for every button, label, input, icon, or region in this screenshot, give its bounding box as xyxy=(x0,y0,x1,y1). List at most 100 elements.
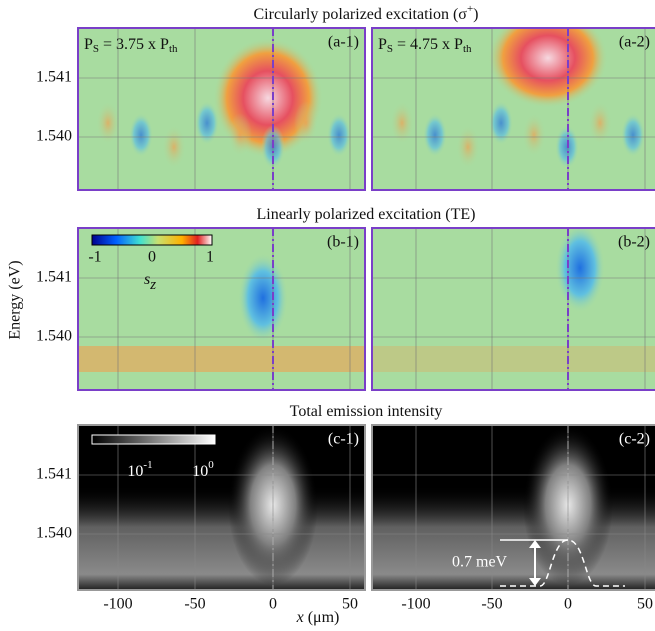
x-tick-label: 0 xyxy=(269,596,277,613)
panel: (b-1) xyxy=(77,227,366,391)
fringe-band xyxy=(372,346,655,372)
spot xyxy=(555,228,605,313)
y-tick-label: 1.541 xyxy=(36,269,72,286)
x-label: x (μm) xyxy=(296,609,340,626)
panel-image xyxy=(372,228,655,390)
x-tick-label: -100 xyxy=(401,596,430,613)
colorbar-tick: 10-1 xyxy=(127,459,152,480)
sub: th xyxy=(463,43,472,55)
colorbar-label: sz xyxy=(144,271,156,294)
panel: (b-2) xyxy=(371,227,655,391)
row-title-end: ) xyxy=(473,6,478,23)
spot xyxy=(238,253,288,343)
panel-label: (c-2) xyxy=(619,431,650,448)
fringe xyxy=(489,101,513,145)
panel-bg xyxy=(372,228,655,390)
spot xyxy=(488,28,608,108)
x-tick-label: -50 xyxy=(481,596,502,613)
x-tick-label: 50 xyxy=(342,596,358,613)
fringe xyxy=(96,101,120,145)
colorbar-tick: 0 xyxy=(148,249,156,266)
potential-curve xyxy=(500,539,625,587)
y-label: Energy (eV) xyxy=(7,260,24,339)
sub: S xyxy=(387,43,393,55)
panel-label: (a-1) xyxy=(328,34,359,51)
sub: S xyxy=(93,43,99,55)
fringe xyxy=(294,101,318,145)
x-tick-label: 50 xyxy=(637,596,653,613)
fringe xyxy=(195,101,219,145)
panel-image xyxy=(78,228,365,390)
panel-border xyxy=(371,424,655,591)
panel-image xyxy=(372,425,655,590)
row-title-sup: + xyxy=(467,3,473,15)
x-tick-label: -50 xyxy=(184,596,205,613)
fringe xyxy=(423,113,447,157)
colorbar-tick: -1 xyxy=(88,249,101,266)
fringe xyxy=(129,113,153,157)
panel-image xyxy=(372,28,655,190)
panel-label: (c-1) xyxy=(328,431,359,448)
sub: z xyxy=(149,277,156,293)
panel-image xyxy=(78,425,365,590)
panel: (c-1) xyxy=(77,424,366,591)
exp: -1 xyxy=(143,459,152,471)
x-tick-label: 0 xyxy=(564,596,572,613)
panel-border xyxy=(77,227,366,391)
colorbar xyxy=(91,434,216,445)
emission-band xyxy=(78,485,365,590)
power-label: PS = 4.75 x Pth xyxy=(378,36,472,55)
fringe xyxy=(522,113,546,157)
fringe xyxy=(327,113,351,157)
y-axis-label: Energy (eV) xyxy=(7,260,24,339)
row-title: Total emission intensity xyxy=(290,403,443,420)
fringe xyxy=(228,113,252,157)
fringe xyxy=(588,101,612,145)
y-tick-label: 1.541 xyxy=(36,69,72,86)
var: s xyxy=(144,271,150,288)
colorbar-tick: 1 xyxy=(206,249,214,266)
x-unit: (μm) xyxy=(304,609,340,626)
x-tick-label: -100 xyxy=(103,596,132,613)
panel-label: (a-2) xyxy=(619,34,650,51)
fringe xyxy=(456,125,480,169)
row-title: Linearly polarized excitation (TE) xyxy=(256,206,475,223)
fringe xyxy=(162,125,186,169)
row-title: Circularly polarized excitation (σ+) xyxy=(254,3,479,23)
y-tick-label: 1.540 xyxy=(36,525,72,542)
mid: = 3.75 x P xyxy=(99,36,169,53)
colorbar xyxy=(91,234,213,246)
panel-border xyxy=(77,424,366,591)
p: P xyxy=(84,36,93,53)
colorbar-tick: 100 xyxy=(192,459,214,480)
sub: th xyxy=(169,43,178,55)
panel: (c-2) xyxy=(371,424,655,591)
p: P xyxy=(378,36,387,53)
panel-border xyxy=(371,227,655,391)
row-title-text: Total emission intensity xyxy=(290,403,443,420)
row-title-text: Circularly polarized excitation (σ xyxy=(254,6,468,23)
panel-label: (b-2) xyxy=(618,234,650,251)
y-tick-label: 1.540 xyxy=(36,328,72,345)
fringe xyxy=(390,101,414,145)
x-var: x xyxy=(296,609,304,626)
panel-label: (b-1) xyxy=(327,234,359,251)
panel: (a-1) PS = 3.75 x Pth xyxy=(77,27,366,191)
exp: 0 xyxy=(208,459,214,471)
y-tick-label: 1.540 xyxy=(36,128,72,145)
base: 10 xyxy=(127,463,143,480)
annotation: 0.7 meV xyxy=(452,554,508,571)
fringe xyxy=(621,113,645,157)
panel: (a-2) PS = 4.75 x Pth xyxy=(371,27,655,191)
y-tick-label: 1.541 xyxy=(36,466,72,483)
base: 10 xyxy=(192,463,208,480)
power-label: PS = 3.75 x Pth xyxy=(84,36,178,55)
mid: = 4.75 x P xyxy=(393,36,463,53)
panel-border xyxy=(371,27,655,191)
panel-border xyxy=(77,27,366,191)
fringe-band xyxy=(78,346,365,372)
panel-image xyxy=(78,28,365,190)
row-title-text: Linearly polarized excitation (TE) xyxy=(256,206,475,223)
